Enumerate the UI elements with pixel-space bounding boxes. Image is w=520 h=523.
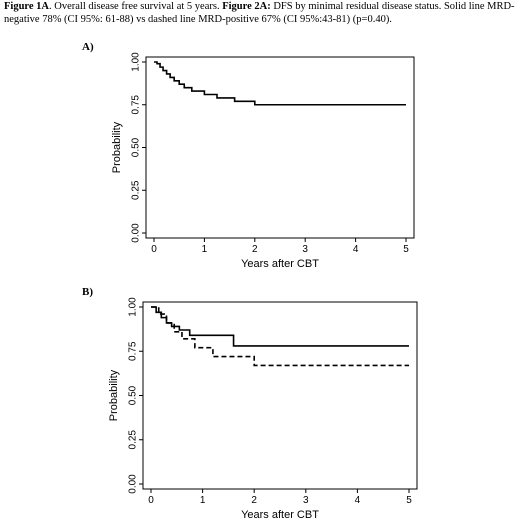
figure-caption: Figure 1A. Overall disease free survival… bbox=[4, 0, 516, 26]
chart-a-x-tick-label: 0 bbox=[151, 244, 157, 255]
caption-fig1-label: Figure 1A bbox=[4, 1, 50, 12]
chart-a-series-solid-line bbox=[154, 61, 406, 106]
chart-a-x-tick-label: 1 bbox=[202, 244, 208, 255]
chart-b-series-dashed-line bbox=[151, 306, 409, 367]
chart-a-plot-frame bbox=[145, 56, 415, 239]
caption-fig1-text: . Overall disease free survival at 5 yea… bbox=[49, 1, 223, 12]
chart-b-x-tick-label: 1 bbox=[200, 495, 206, 506]
chart-b-x-tick-label: 0 bbox=[148, 495, 154, 506]
chart-b-x-tick-label: 5 bbox=[406, 495, 412, 506]
chart-a-y-tick-label: 0.25 bbox=[131, 180, 142, 200]
chart-b-y-axis-title: Probability bbox=[108, 369, 120, 421]
chart-b-x-axis-title: Years after CBT bbox=[241, 509, 319, 521]
panel-b-label: B) bbox=[82, 286, 93, 298]
chart-b-x-tick-label: 2 bbox=[251, 495, 257, 506]
chart-b-y-tick-label: 0.50 bbox=[128, 385, 139, 405]
caption-fig2-label: Figure 2A: bbox=[222, 1, 271, 12]
chart-b-y-tick-label: 0.00 bbox=[128, 474, 139, 494]
chart-b-series-solid-line bbox=[151, 306, 409, 347]
chart-a-x-tick-label: 5 bbox=[403, 244, 409, 255]
chart-a-y-tick-label: 0.75 bbox=[131, 95, 142, 115]
chart-b-y-tick-label: 0.75 bbox=[128, 341, 139, 361]
chart-a-y-tick-label: 0.50 bbox=[131, 137, 142, 157]
chart-b-y-tick-label: 1.00 bbox=[128, 297, 139, 317]
chart-a-y-tick-label: 1.00 bbox=[131, 52, 142, 72]
chart-b-x-tick-label: 4 bbox=[355, 495, 361, 506]
chart-a-y-tick-label: 0.00 bbox=[131, 223, 142, 243]
panel-a-label: A) bbox=[82, 41, 94, 53]
caption-fig2-text: DFS by minimal residual disease status. … bbox=[4, 1, 515, 25]
chart-a-x-axis-title: Years after CBT bbox=[241, 258, 319, 270]
chart-a-y-axis-title: Probability bbox=[111, 121, 123, 173]
chart-b-y-tick-label: 0.25 bbox=[128, 430, 139, 450]
chart-a-x-tick-label: 2 bbox=[252, 244, 258, 255]
chart-a-x-tick-label: 3 bbox=[302, 244, 308, 255]
chart-a-x-tick-label: 4 bbox=[353, 244, 359, 255]
chart-b-x-tick-label: 3 bbox=[303, 495, 309, 506]
